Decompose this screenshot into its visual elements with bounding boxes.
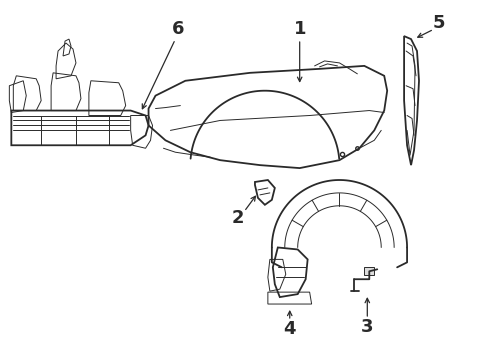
Text: 3: 3	[361, 318, 373, 336]
Text: 6: 6	[172, 20, 185, 38]
Text: 4: 4	[284, 320, 296, 338]
Polygon shape	[365, 267, 374, 275]
Text: 2: 2	[232, 209, 245, 227]
Text: 5: 5	[433, 14, 445, 32]
Text: 1: 1	[294, 20, 306, 38]
